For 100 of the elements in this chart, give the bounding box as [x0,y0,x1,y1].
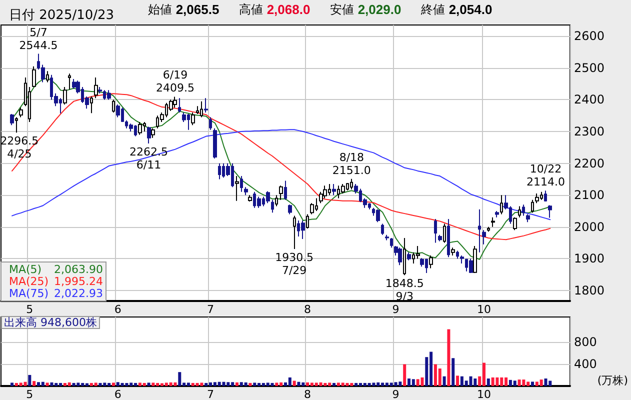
bar [394,382,398,386]
candlestick [407,252,411,261]
candlestick [332,183,336,196]
x-tick-label: 6 [114,303,122,316]
bar [24,382,27,386]
bar [253,382,256,386]
annotation: 1848.5 9/3 [385,277,424,304]
candlestick [482,230,486,245]
candlestick [491,216,495,228]
text: MA(75) [9,287,49,300]
text: 終値 2,054.0 [420,2,492,17]
candlestick [487,226,490,232]
bar [442,376,446,386]
bar [452,358,455,386]
bar [28,374,32,386]
bar [372,382,376,386]
candlestick [90,96,93,114]
bar [398,382,402,386]
y-tick-label: 1900 [574,252,605,266]
candlestick [151,128,155,138]
candlestick [94,76,98,99]
candlestick [429,255,433,269]
annotation: 8/18 2151.0 [332,150,371,177]
candlestick [266,190,270,204]
x-tick-label: 9 [392,388,400,400]
bar [248,382,252,386]
y-tick-label: 2200 [574,156,605,170]
bar [368,382,371,386]
candlestick [178,98,181,113]
candlestick [323,185,327,199]
bar [50,382,54,386]
bar [496,377,499,386]
candlestick [390,238,393,248]
candlestick [275,194,278,207]
bar [235,382,238,386]
candlestick [451,247,455,256]
candlestick [398,247,402,266]
x-tick-label: 5 [26,388,34,400]
bar [68,382,71,386]
bar [292,380,296,386]
bar [222,382,226,386]
candlestick [535,193,539,204]
bar [218,382,221,386]
text: MA(5) [9,263,42,276]
candlestick [173,96,177,108]
candlestick [513,216,517,231]
candlestick [306,214,309,229]
candlestick [381,223,384,236]
text: 高値 2,068.0 [239,2,310,17]
bar [438,368,442,386]
candlestick [279,185,283,200]
candlestick [112,99,115,113]
x-tick-label: 8 [304,388,312,400]
candlestick [72,78,76,90]
bar [416,379,420,386]
bar [456,376,460,386]
bar [482,362,486,386]
x-tick-label: 10 [476,388,491,400]
candlestick [434,218,437,244]
bar [125,382,128,386]
annotation: 1930.5 7/29 [275,251,314,278]
candlestick [478,208,481,253]
candlestick [129,123,133,132]
bar [297,382,300,386]
candlestick [200,100,203,118]
candlestick [443,223,446,244]
bar [531,382,534,386]
bar [288,377,292,386]
y-tick-label: 2100 [574,188,605,202]
bar [447,329,450,386]
candlestick [341,183,345,194]
bar [540,380,543,386]
text: 始値 2,065.5 [148,2,220,17]
candlestick [213,128,217,160]
candlestick [63,86,67,105]
bar [491,377,494,386]
candlestick [46,70,49,83]
annotation: 2,063.90 [54,263,103,276]
candlestick [138,121,142,136]
candlestick [473,245,477,274]
candlestick [518,206,521,218]
candlestick [350,178,353,190]
candlestick [385,234,389,241]
x-tick-label: 9 [392,303,400,316]
bar [324,382,327,386]
candlestick [495,210,499,218]
candlestick [460,255,464,264]
bar [204,382,208,386]
bar [332,382,336,386]
candlestick [19,107,23,118]
y-tick-label: 2500 [574,60,605,75]
candlestick [416,245,420,260]
candlestick [196,106,199,115]
candlestick [257,196,261,208]
bar [518,380,521,386]
bar [200,382,204,386]
candlestick [438,234,442,242]
bar [178,372,182,386]
annotation: 1,995.24 [54,275,103,288]
bar [469,376,472,386]
